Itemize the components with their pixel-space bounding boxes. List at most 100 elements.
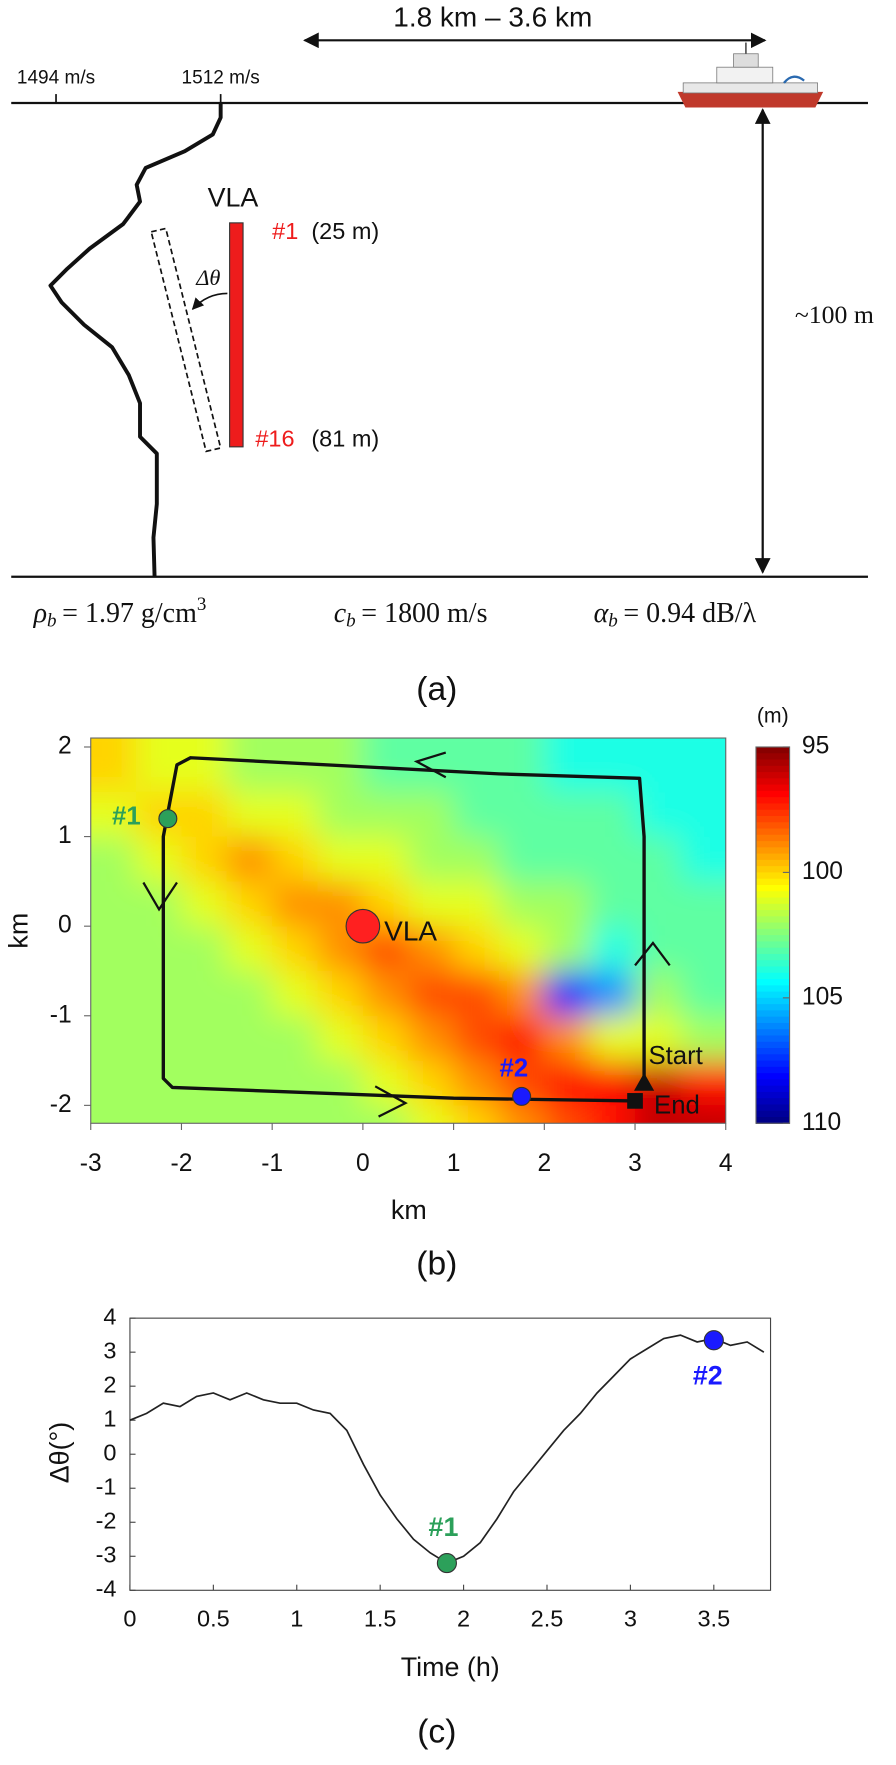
y-tick-label: 1	[58, 822, 72, 849]
y-tick-label: 4	[103, 1303, 116, 1329]
colorbar-segment	[755, 790, 790, 798]
heatmap-cell	[589, 970, 636, 1017]
heatmap-cell	[226, 926, 273, 972]
marker	[345, 908, 381, 944]
heatmap-cell	[272, 926, 319, 972]
heatmap-cell	[680, 881, 726, 927]
speed-label: 1512 m/s	[182, 67, 260, 88]
colorbar-segment	[755, 822, 790, 830]
x-tick-label: 3	[624, 1606, 637, 1632]
heatmap-cell	[317, 836, 364, 882]
heatmap-cell	[181, 738, 228, 793]
colorbar-segment	[755, 1073, 790, 1081]
track	[161, 756, 646, 1103]
direction-chevron	[413, 751, 447, 779]
depth-label: ~100 m	[795, 300, 874, 329]
x-tick-label: 1	[447, 1150, 461, 1177]
y-tick-label: -2	[96, 1507, 117, 1533]
heatmap-cell	[362, 1060, 409, 1106]
heatmap-cell	[635, 738, 681, 793]
heatmap-cell	[136, 926, 183, 972]
colorbar-segment	[755, 903, 790, 911]
heatmap-cell	[498, 881, 545, 927]
y-tick-label: -1	[96, 1473, 117, 1499]
caption: (b)	[416, 1245, 457, 1282]
heatmap-cell	[589, 881, 636, 927]
colorbar-segment	[755, 1022, 790, 1030]
param-symbol: c	[334, 598, 347, 629]
colorbar-segment	[755, 935, 790, 943]
colorbar-segment	[755, 997, 790, 1005]
bottom-param: αb = 0.94 dB/λ	[594, 598, 757, 632]
heatmap-cell	[90, 791, 137, 838]
heatmap-cell	[680, 926, 726, 972]
heatmap-cell	[635, 836, 681, 882]
heatmap-cell	[90, 970, 137, 1017]
heatmap-cell	[226, 1060, 273, 1106]
colorbar-segment	[755, 1054, 790, 1062]
colorbar-segment	[755, 859, 790, 867]
marker-label: #2	[693, 1361, 723, 1391]
heatmap-cell	[589, 836, 636, 882]
heatmap-cell	[226, 1105, 273, 1124]
heatmap-cell	[453, 836, 500, 882]
range-label: 1.8 km – 3.6 km	[393, 1, 592, 32]
y-tick-label: 0	[103, 1439, 116, 1465]
heatmap-cell	[544, 791, 591, 838]
colorbar-segment	[755, 778, 790, 786]
marker-label: #1	[429, 1512, 459, 1542]
heatmap-cell	[272, 1015, 319, 1062]
heatmap-cell	[362, 836, 409, 882]
element-id: #1	[272, 218, 298, 244]
heatmap-cell	[90, 926, 137, 972]
heatmap-cell	[272, 836, 319, 882]
x-tick-label: 1.5	[364, 1606, 397, 1632]
heatmap-cell	[498, 1015, 545, 1062]
colorbar-segment	[755, 772, 790, 780]
x-tick-label: 0.5	[197, 1606, 230, 1632]
colorbar-segment	[755, 966, 790, 974]
marker-label: #2	[500, 1054, 529, 1082]
x-tick-label: 3	[628, 1150, 642, 1177]
heatmap-cell	[90, 1015, 137, 1062]
param-subscript: b	[47, 611, 57, 632]
heatmap-cell	[453, 970, 500, 1017]
heatmap-cell	[272, 881, 319, 927]
heatmap-cell	[226, 738, 273, 793]
colorbar-segment	[755, 853, 790, 861]
x-tick-label: 3.5	[697, 1606, 730, 1632]
heatmap-cell	[272, 791, 319, 838]
colorbar-segment	[755, 841, 790, 849]
heatmap-cell	[498, 970, 545, 1017]
param-value: = 1.97 g/cm	[62, 598, 197, 629]
param-subscript: b	[346, 611, 356, 632]
heatmap-cell	[408, 970, 455, 1017]
marker-label: #1	[112, 802, 141, 830]
heatmap-cell	[680, 1015, 726, 1062]
heatmap-cell	[136, 836, 183, 882]
x-tick-label: -2	[171, 1150, 193, 1177]
panel-b: -3 -2 -1 0 1 2 3 4 -2 -1 0 1 2 km km 95 100 105 110 (m) Star…	[3, 703, 843, 1282]
param-subscript: b	[608, 611, 618, 632]
heatmap-cell	[544, 926, 591, 972]
colorbar-segment	[755, 979, 790, 986]
heatmap-cell	[226, 881, 273, 927]
colorbar-tick-label: 105	[802, 983, 843, 1010]
heatmap-cell	[362, 1015, 409, 1062]
heatmap-cell	[362, 970, 409, 1017]
caption: (a)	[416, 671, 457, 708]
heatmap-cell	[498, 1105, 545, 1124]
x-tick-label: 0	[356, 1150, 370, 1177]
heatmap-cell	[181, 970, 228, 1017]
x-axis-label: Time (h)	[401, 1652, 500, 1682]
heatmap-cell	[544, 970, 591, 1017]
colorbar-segment	[755, 759, 790, 767]
colorbar-segment	[755, 1060, 790, 1068]
param-symbol: ρ	[33, 598, 47, 629]
y-tick-label: -2	[50, 1091, 72, 1118]
heatmap-cell	[181, 836, 228, 882]
heatmap-cell	[136, 1060, 183, 1106]
heatmap-cell	[272, 970, 319, 1017]
heatmap-cell	[181, 791, 228, 838]
